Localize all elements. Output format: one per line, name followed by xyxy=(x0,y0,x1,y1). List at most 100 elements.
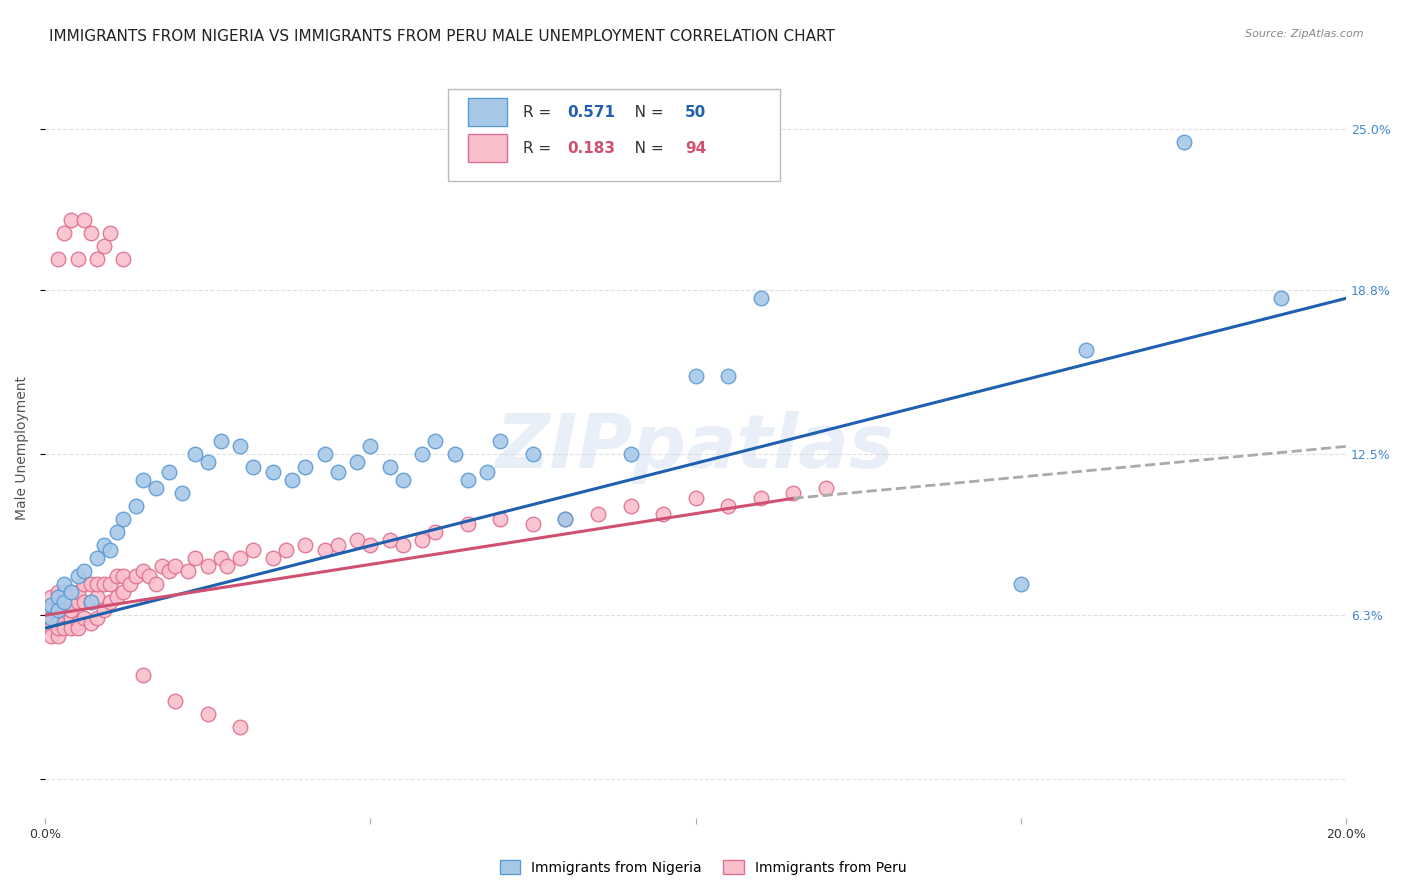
Point xyxy=(554,512,576,526)
Point xyxy=(217,558,239,573)
Point xyxy=(1074,343,1097,358)
Point xyxy=(59,621,82,635)
Point xyxy=(125,499,148,513)
Text: R =: R = xyxy=(523,141,555,155)
Point xyxy=(79,595,101,609)
Point xyxy=(554,512,576,526)
Text: ZIPpatlas: ZIPpatlas xyxy=(496,411,894,484)
Point xyxy=(685,491,707,506)
Point xyxy=(183,551,205,566)
Point xyxy=(197,455,219,469)
Point xyxy=(145,481,167,495)
Point xyxy=(125,569,148,583)
Point xyxy=(262,551,284,566)
Point xyxy=(489,434,512,449)
Point xyxy=(53,603,76,617)
Point xyxy=(105,590,128,604)
Point xyxy=(281,473,304,487)
Point xyxy=(131,668,153,682)
Point xyxy=(73,595,96,609)
Point xyxy=(157,564,180,578)
Point xyxy=(53,577,76,591)
Point xyxy=(444,447,467,461)
Point xyxy=(73,577,96,591)
Point xyxy=(425,525,447,540)
Point xyxy=(314,447,336,461)
Point xyxy=(86,611,108,625)
Text: R =: R = xyxy=(523,104,555,120)
Text: N =: N = xyxy=(620,141,669,155)
Point xyxy=(157,466,180,480)
Point xyxy=(41,603,63,617)
Point xyxy=(1173,136,1195,150)
Point xyxy=(41,611,63,625)
Point xyxy=(209,434,232,449)
Point xyxy=(41,621,63,635)
Point xyxy=(41,598,63,612)
Point xyxy=(53,595,76,609)
Point xyxy=(59,603,82,617)
Point xyxy=(229,551,252,566)
Point xyxy=(457,517,479,532)
Point xyxy=(79,615,101,630)
Point xyxy=(229,720,252,734)
Point xyxy=(477,466,499,480)
Text: Source: ZipAtlas.com: Source: ZipAtlas.com xyxy=(1246,29,1364,39)
Point xyxy=(59,611,82,625)
Point xyxy=(41,611,63,625)
Point xyxy=(46,629,69,643)
Point xyxy=(392,538,415,552)
Point xyxy=(66,615,89,630)
Point xyxy=(98,577,121,591)
Point xyxy=(294,460,316,475)
Point xyxy=(79,577,101,591)
Point xyxy=(66,252,89,267)
Point xyxy=(66,621,89,635)
Point xyxy=(112,569,135,583)
Point xyxy=(131,473,153,487)
Point xyxy=(150,558,173,573)
Point xyxy=(326,466,349,480)
Point xyxy=(86,551,108,566)
Point xyxy=(177,564,200,578)
FancyBboxPatch shape xyxy=(468,134,508,162)
Point xyxy=(93,239,115,253)
Point xyxy=(131,564,153,578)
Point xyxy=(165,558,187,573)
Point xyxy=(79,227,101,241)
Point xyxy=(46,585,69,599)
Point xyxy=(93,577,115,591)
FancyBboxPatch shape xyxy=(468,98,508,127)
Point xyxy=(93,603,115,617)
Point xyxy=(652,507,675,521)
Text: 50: 50 xyxy=(685,104,706,120)
Point xyxy=(717,369,740,384)
Point xyxy=(145,577,167,591)
Point xyxy=(457,473,479,487)
Point xyxy=(619,499,641,513)
Point xyxy=(46,595,69,609)
Point xyxy=(46,603,69,617)
Point xyxy=(814,481,837,495)
Point xyxy=(717,499,740,513)
Point xyxy=(73,611,96,625)
Point xyxy=(53,621,76,635)
Point xyxy=(46,590,69,604)
Point xyxy=(46,621,69,635)
Point xyxy=(619,447,641,461)
Point xyxy=(411,533,433,547)
Point xyxy=(314,543,336,558)
Point xyxy=(53,595,76,609)
Point xyxy=(59,585,82,599)
Point xyxy=(165,694,187,708)
Point xyxy=(489,512,512,526)
Point xyxy=(46,603,69,617)
Point xyxy=(425,434,447,449)
Point xyxy=(86,252,108,267)
Point xyxy=(41,629,63,643)
Point xyxy=(112,252,135,267)
Point xyxy=(346,455,368,469)
Point xyxy=(326,538,349,552)
Point xyxy=(138,569,160,583)
Point xyxy=(197,706,219,721)
